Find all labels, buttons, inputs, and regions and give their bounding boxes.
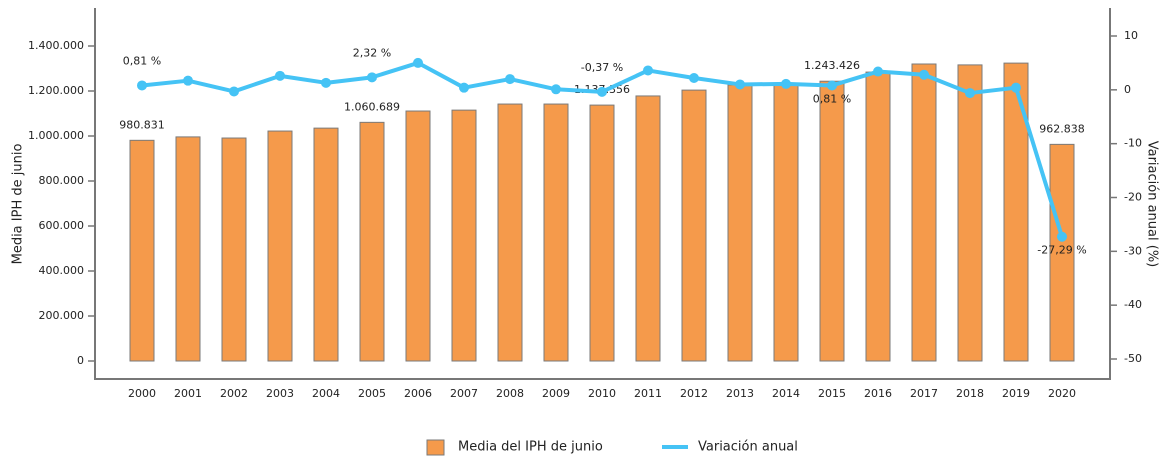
bar bbox=[129, 139, 155, 362]
bar bbox=[267, 130, 293, 362]
x-tick-label: 2003 bbox=[266, 387, 294, 400]
line-value-label: -27,29 % bbox=[1037, 244, 1086, 257]
line-point bbox=[413, 57, 423, 68]
x-tick-label: 2012 bbox=[680, 387, 708, 400]
bar bbox=[359, 121, 385, 362]
line-point bbox=[643, 65, 653, 76]
legend-label: Media del IPH de junio bbox=[458, 440, 603, 455]
y2-tick-label: -30 bbox=[1124, 244, 1142, 257]
bar-value-label: 1.243.426 bbox=[804, 59, 860, 72]
x-tick-label: 2019 bbox=[1002, 387, 1030, 400]
y-axis-title: Media IPH de junio bbox=[11, 144, 26, 265]
y2-tick-label: -10 bbox=[1124, 137, 1142, 150]
y-tick-label: 1.000.000 bbox=[28, 129, 84, 142]
bar bbox=[957, 64, 983, 362]
bar bbox=[497, 103, 523, 362]
line-point bbox=[827, 80, 837, 91]
x-tick-label: 2020 bbox=[1048, 387, 1076, 400]
bar bbox=[819, 80, 845, 362]
y-tick-label: 200.000 bbox=[39, 309, 85, 322]
line-point bbox=[1057, 231, 1067, 242]
line-point bbox=[367, 72, 377, 83]
line-point bbox=[735, 79, 745, 90]
line-point bbox=[873, 66, 883, 77]
x-tick-label: 2000 bbox=[128, 387, 156, 400]
bar bbox=[1003, 62, 1029, 362]
bar bbox=[221, 137, 247, 362]
y-tick-label: 1.200.000 bbox=[28, 84, 84, 97]
y-tick-label: 1.400.000 bbox=[28, 39, 84, 52]
y2-tick-label: -20 bbox=[1124, 191, 1142, 204]
x-tick-label: 2013 bbox=[726, 387, 754, 400]
line-point bbox=[321, 77, 331, 88]
bar bbox=[635, 95, 661, 362]
bar bbox=[405, 110, 431, 362]
y-tick-label: 0 bbox=[77, 354, 84, 367]
legend-label: Variación anual bbox=[698, 440, 798, 455]
line-point bbox=[459, 82, 469, 93]
line-value-label: -0,37 % bbox=[581, 61, 623, 74]
line-value-label: 0,81 % bbox=[123, 54, 161, 67]
x-tick-label: 2001 bbox=[174, 387, 202, 400]
line-point bbox=[137, 80, 147, 91]
bar bbox=[681, 89, 707, 362]
x-tick-label: 2018 bbox=[956, 387, 984, 400]
y-tick-label: 600.000 bbox=[39, 219, 85, 232]
y2-tick-label: 10 bbox=[1124, 29, 1138, 42]
bar bbox=[911, 63, 937, 362]
legend-swatch bbox=[426, 439, 445, 456]
line-point bbox=[551, 84, 561, 95]
x-tick-label: 2004 bbox=[312, 387, 340, 400]
line-point bbox=[965, 88, 975, 99]
x-tick-label: 2002 bbox=[220, 387, 248, 400]
line-point bbox=[919, 69, 929, 80]
bar bbox=[865, 71, 891, 362]
bar bbox=[727, 84, 753, 362]
x-tick-label: 2008 bbox=[496, 387, 524, 400]
x-tick-label: 2006 bbox=[404, 387, 432, 400]
y-tick-label: 800.000 bbox=[39, 174, 85, 187]
bar bbox=[175, 136, 201, 362]
line-point bbox=[229, 86, 239, 97]
line-point bbox=[275, 70, 285, 81]
x-tick-label: 2005 bbox=[358, 387, 386, 400]
line-point bbox=[505, 74, 515, 85]
line-value-label: 2,32 % bbox=[353, 46, 391, 59]
x-tick-label: 2015 bbox=[818, 387, 846, 400]
y2-axis-title: Variación anual (%) bbox=[1145, 141, 1160, 268]
x-tick-label: 2017 bbox=[910, 387, 938, 400]
x-tick-label: 2016 bbox=[864, 387, 892, 400]
bar bbox=[1049, 143, 1075, 362]
bar bbox=[543, 103, 569, 362]
y2-tick-label: 0 bbox=[1124, 83, 1131, 96]
x-tick-label: 2011 bbox=[634, 387, 662, 400]
y2-tick-label: -40 bbox=[1124, 298, 1142, 311]
bar bbox=[313, 127, 339, 362]
line-value-label: 0,81 % bbox=[813, 92, 851, 105]
line-point bbox=[689, 72, 699, 83]
bar bbox=[451, 109, 477, 362]
x-tick-label: 2014 bbox=[772, 387, 800, 400]
bar bbox=[773, 84, 799, 362]
bar-value-label: 962.838 bbox=[1039, 122, 1085, 135]
line-point bbox=[597, 86, 607, 97]
line-point bbox=[781, 78, 791, 89]
bar-value-label: 1.060.689 bbox=[344, 100, 400, 113]
y-tick-label: 400.000 bbox=[39, 264, 85, 277]
bar-value-label: 980.831 bbox=[119, 118, 165, 131]
x-tick-label: 2009 bbox=[542, 387, 570, 400]
line-point bbox=[183, 75, 193, 86]
bar bbox=[589, 104, 615, 362]
x-tick-label: 2007 bbox=[450, 387, 478, 400]
y2-tick-label: -50 bbox=[1124, 352, 1142, 365]
line-point bbox=[1011, 82, 1021, 93]
x-tick-label: 2010 bbox=[588, 387, 616, 400]
